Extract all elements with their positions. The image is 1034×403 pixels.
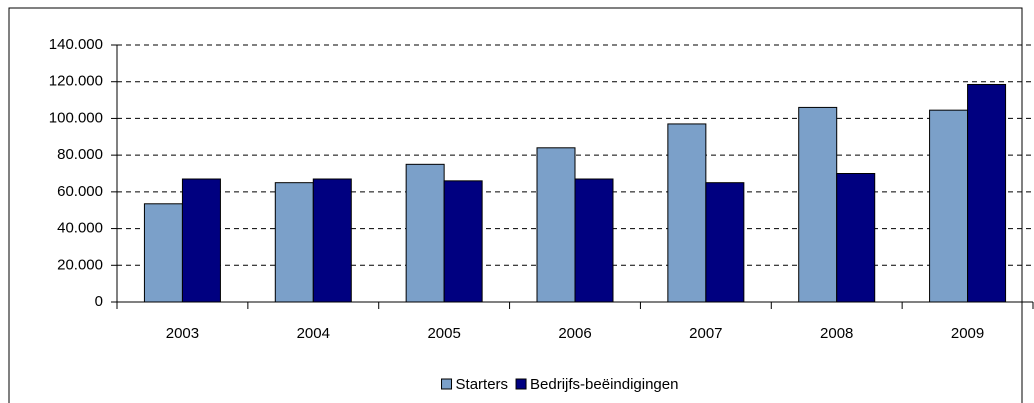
y-tick-label: 20.000	[57, 256, 103, 273]
legend-label: Bedrijfs-beëindigingen	[530, 376, 678, 393]
bar	[405, 163, 445, 303]
y-tick-label: 60.000	[57, 183, 103, 200]
bar	[574, 178, 614, 303]
bar	[929, 109, 969, 303]
y-tick-label: 120.000	[49, 73, 103, 90]
legend-label: Starters	[456, 376, 509, 393]
bar	[836, 173, 876, 303]
bar	[705, 182, 745, 303]
x-tick-label: 2007	[689, 325, 722, 342]
y-tick-label: 0	[95, 293, 103, 310]
bar	[443, 180, 483, 303]
y-tick-label: 100.000	[49, 109, 103, 126]
x-tick-label: 2004	[297, 325, 330, 342]
legend-swatch	[515, 378, 527, 390]
x-tick-label: 2006	[558, 325, 591, 342]
y-tick-label: 140.000	[49, 36, 103, 53]
x-tick-label: 2003	[166, 325, 199, 342]
legend-swatch	[441, 378, 453, 390]
y-tick-label: 40.000	[57, 220, 103, 237]
x-tick-label: 2009	[951, 325, 984, 342]
bar	[667, 123, 707, 303]
y-tick-label: 80.000	[57, 146, 103, 163]
bar	[536, 147, 576, 303]
bar	[274, 182, 314, 303]
x-tick-label: 2005	[427, 325, 460, 342]
bar	[967, 83, 1007, 303]
x-tick-label: 2008	[820, 325, 853, 342]
bar	[798, 106, 838, 303]
bar	[181, 178, 221, 303]
bar	[312, 178, 352, 303]
bar	[143, 203, 183, 303]
